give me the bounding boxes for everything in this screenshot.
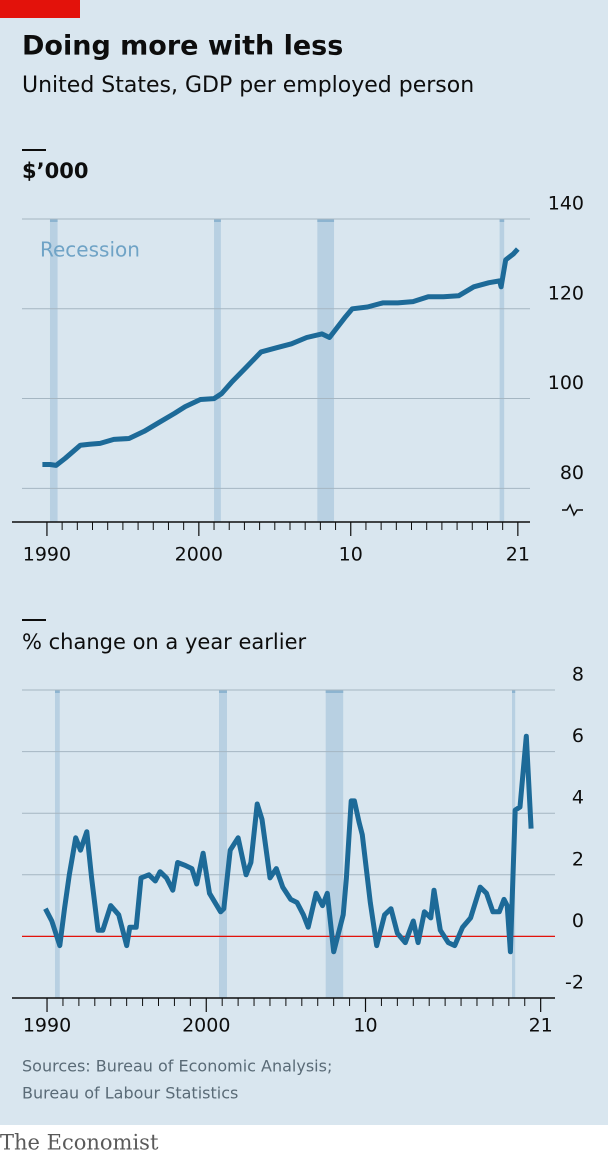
x-tick-label: 10 (353, 1015, 377, 1037)
recession-band (499, 219, 505, 522)
recession-band (219, 690, 227, 998)
y-tick-label: 4 (572, 787, 584, 809)
x-tick-label: 21 (506, 544, 530, 566)
y-tick-label: 2 (572, 848, 584, 870)
line-series (43, 733, 534, 955)
line-series (42, 247, 520, 468)
recession-cap (214, 219, 221, 222)
recession-cap (49, 219, 58, 222)
y-tick-label: 120 (548, 282, 584, 304)
recession-band (317, 219, 335, 522)
x-tick-label: 1990 (23, 1015, 71, 1037)
y-tick-label: 140 (548, 193, 584, 215)
recession-cap (54, 690, 60, 693)
brand: The Economist (0, 1131, 159, 1155)
chart-title: Doing more with less (22, 31, 343, 62)
recession-band (214, 219, 221, 522)
brand-tag (0, 0, 80, 18)
y-tick-label: -2 (565, 972, 584, 994)
y-tick-label: 100 (548, 372, 584, 394)
source: Sources: Bureau of Economic Analysis; (22, 1057, 332, 1076)
x-tick-label: 2000 (175, 544, 223, 566)
recession-cap (317, 219, 335, 222)
recession-cap (219, 690, 227, 693)
x-tick-label: 2000 (182, 1015, 230, 1037)
annotation: Recession (40, 238, 140, 262)
recession-cap (499, 219, 505, 222)
chart-subtitle: United States, GDP per employed person (22, 73, 474, 98)
x-tick-label: 10 (339, 544, 363, 566)
y-axis-label: $’000 (22, 159, 88, 183)
axis-break (562, 503, 583, 517)
background (0, 0, 608, 1125)
y-tick-label: 8 (572, 664, 584, 686)
recession-cap (325, 690, 344, 693)
recession-band (49, 219, 58, 522)
y-tick-label: 0 (572, 910, 584, 932)
recession-band (54, 690, 60, 998)
x-tick-label: 21 (529, 1015, 553, 1037)
x-tick-label: 1990 (23, 544, 71, 566)
source: Bureau of Labour Statistics (22, 1084, 238, 1103)
y-tick-label: 6 (572, 725, 584, 747)
y-axis-label: % change on a year earlier (22, 630, 307, 654)
recession-cap (512, 690, 516, 693)
y-tick-label: 80 (560, 462, 584, 484)
